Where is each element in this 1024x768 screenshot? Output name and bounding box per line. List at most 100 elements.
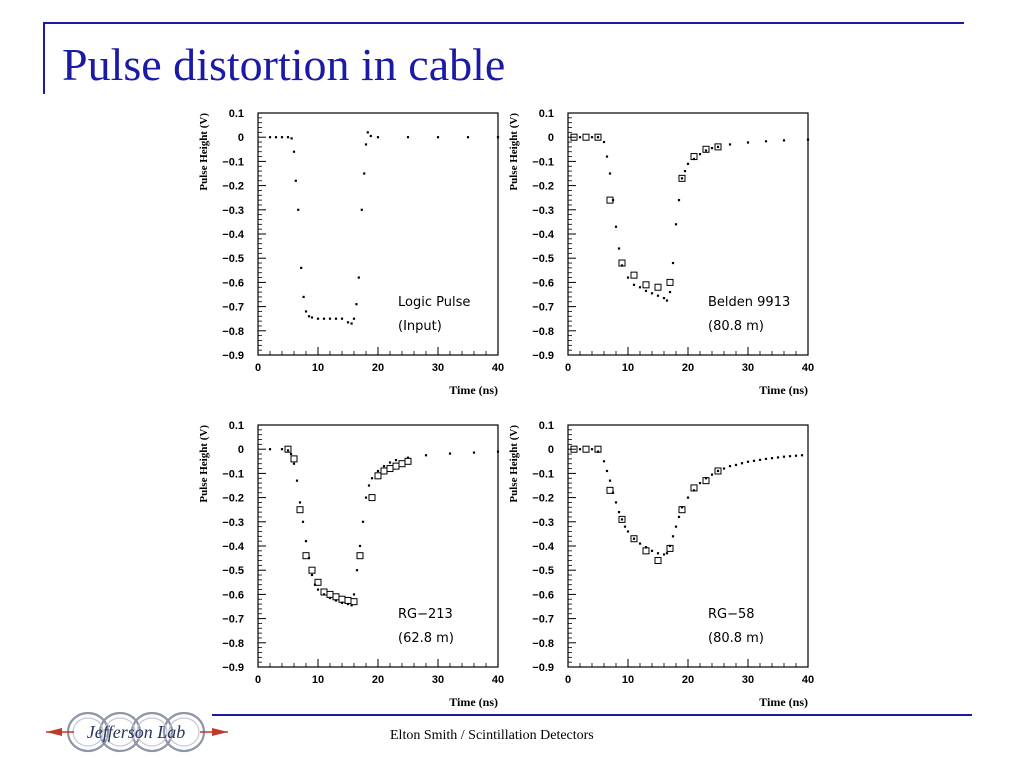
data-point-dot	[716, 469, 720, 473]
annotation-line: Belden 9913	[708, 295, 790, 310]
data-point-dot	[301, 520, 305, 523]
data-point-dot	[596, 450, 600, 453]
y-axis-label: Pulse Height (V)	[508, 113, 520, 191]
data-point-dot	[496, 136, 500, 139]
y-tick-label: −0.6	[222, 589, 244, 601]
x-tick-label: 10	[622, 674, 634, 686]
y-tick-label: −0.3	[532, 517, 554, 529]
data-point-dot	[746, 460, 750, 463]
y-tick-label: −0.8	[532, 326, 554, 338]
data-point-dot	[728, 143, 732, 146]
data-point-dot	[665, 552, 669, 555]
x-axis-label: Time (ns)	[449, 695, 498, 709]
y-tick-label: −0.3	[222, 205, 244, 217]
data-point-dot	[614, 225, 618, 228]
data-point-dot	[728, 465, 732, 468]
data-point-dot	[322, 593, 326, 596]
data-point-dot	[316, 317, 320, 320]
data-point-dot	[608, 479, 612, 482]
data-point-dot	[295, 479, 299, 482]
x-tick-label: 20	[682, 674, 694, 686]
y-tick-label: −0.2	[532, 181, 554, 193]
x-tick-label: 20	[682, 362, 694, 374]
data-point-dot	[300, 266, 303, 269]
x-tick-label: 40	[492, 674, 504, 686]
data-point-dot	[674, 525, 678, 528]
y-tick-label: −0.7	[222, 614, 244, 626]
data-point-dot	[590, 448, 594, 451]
data-point-square	[630, 535, 638, 543]
data-point-dot	[268, 136, 272, 139]
data-point-dot	[638, 542, 642, 545]
data-point-dot	[360, 208, 363, 211]
data-point-square	[654, 283, 662, 291]
data-point-dot	[680, 177, 684, 180]
annotation-line: (80.8 m)	[708, 631, 764, 646]
data-point-dot	[698, 153, 702, 156]
x-tick-label: 20	[372, 362, 384, 374]
x-axis-label: Time (ns)	[449, 383, 498, 397]
y-tick-label: −0.3	[532, 205, 554, 217]
data-point-dot	[764, 140, 768, 143]
data-point-dot	[436, 136, 440, 139]
x-tick-label: 10	[622, 362, 634, 374]
data-point-dot	[671, 261, 675, 265]
data-point-dot	[304, 310, 308, 313]
data-point-dot	[677, 199, 681, 202]
data-point-square	[606, 486, 614, 494]
data-point-square	[332, 593, 340, 601]
data-point-dot	[310, 316, 314, 319]
data-point-dot	[665, 299, 669, 302]
data-point-dot	[704, 149, 708, 152]
chart-3: 0.1 0 −0.1 −0.2 −0.3 −0.4 −0.5 −0.6 −0.7 −0.8 −0.9…	[198, 420, 504, 709]
data-point-square	[582, 445, 590, 453]
data-point-dot	[683, 169, 687, 173]
x-tick-label: 30	[432, 674, 444, 686]
data-point-square	[296, 506, 304, 514]
data-point-dot	[290, 137, 293, 140]
y-tick-label: −0.1	[222, 468, 244, 480]
data-point-dot	[758, 458, 762, 461]
data-point-square	[630, 271, 638, 279]
data-point-square	[690, 153, 698, 161]
data-point-square	[338, 595, 346, 603]
plot-frame	[567, 112, 809, 356]
data-point-dot	[794, 454, 798, 457]
data-point-dot	[668, 544, 672, 548]
data-point-dot	[350, 322, 353, 325]
footer-rule	[212, 714, 972, 716]
data-point-square	[356, 552, 364, 560]
plot-frame	[257, 424, 499, 668]
data-point-dot	[424, 454, 428, 457]
y-axis-label: Pulse Height (V)	[198, 113, 210, 191]
data-point-square	[404, 457, 412, 465]
y-tick-label: −0.4	[222, 229, 245, 241]
chart-4: 0.1 0 −0.1 −0.2 −0.3 −0.4 −0.5 −0.6 −0.7 −0.8 −0.9…	[508, 420, 814, 709]
data-point-dot	[662, 297, 666, 300]
data-point-dot	[472, 451, 476, 454]
y-tick-label: −0.9	[222, 662, 244, 674]
data-point-square	[702, 145, 710, 153]
data-point-dot	[294, 179, 297, 182]
annotation-line: Logic Pulse	[398, 295, 470, 310]
data-point-dot	[644, 289, 648, 292]
y-tick-label: −0.4	[532, 229, 555, 241]
x-tick-label: 30	[742, 362, 754, 374]
data-point-dot	[710, 473, 714, 476]
data-point-square	[308, 566, 316, 574]
y-tick-label: 0.1	[229, 108, 244, 120]
data-point-dot	[605, 469, 609, 473]
logo-text: Jefferson Lab	[87, 722, 186, 742]
y-tick-label: −0.2	[222, 181, 244, 193]
y-tick-label: −0.8	[532, 638, 554, 650]
data-point-dot	[376, 136, 380, 139]
x-tick-label: 0	[255, 674, 261, 686]
x-tick-label: 40	[492, 362, 504, 374]
data-point-square	[606, 196, 614, 204]
data-point-dot	[292, 462, 296, 465]
data-point-dot	[722, 467, 726, 470]
data-point-square	[678, 506, 686, 514]
y-tick-label: −0.5	[532, 253, 554, 265]
chart-2: 0.1 0 −0.1 −0.2 −0.3 −0.4 −0.5 −0.6 −0.7 −0.8 −0.9…	[508, 108, 814, 397]
data-point-dot	[632, 283, 636, 286]
